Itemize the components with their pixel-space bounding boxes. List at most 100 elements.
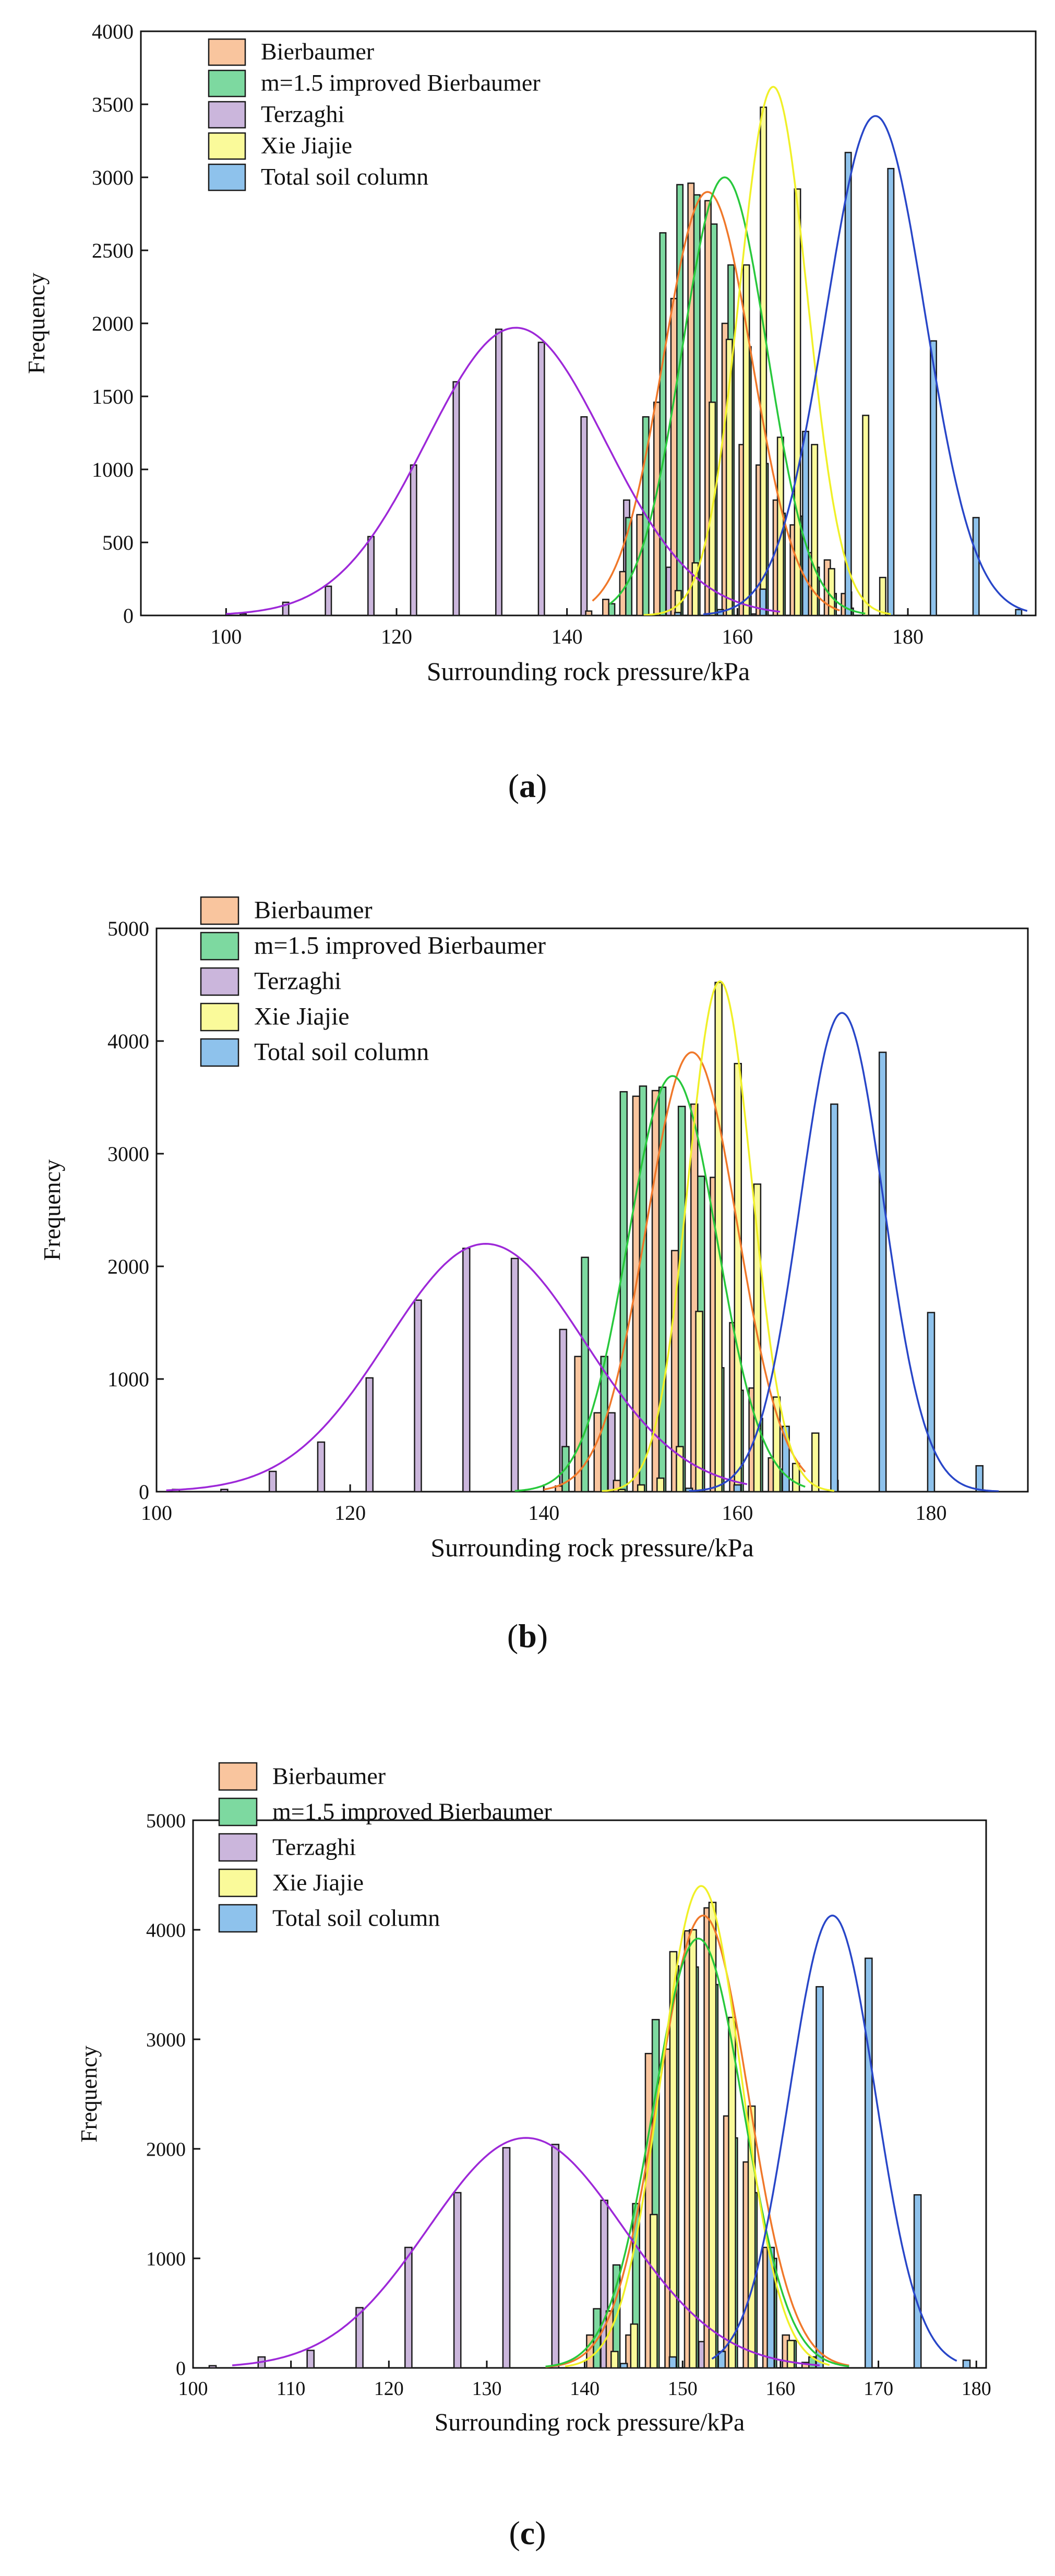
- bar-xie-jiajie: [734, 1062, 742, 1493]
- legend-swatch-m-1-5-improved-bierbaumer: [208, 69, 246, 98]
- legend-swatch-total-soil-column: [200, 1038, 239, 1067]
- legend-label-m-1-5-improved-bierbaumer: m=1.5 improved Bierbaumer: [261, 69, 541, 96]
- bar-xie-jiajie: [760, 106, 768, 616]
- legend: Bierbaumer m=1.5 improved Bierbaumer Terza…: [208, 38, 541, 191]
- bar-bierbaumer: [593, 1412, 602, 1493]
- bar-xie-jiajie: [689, 1929, 697, 2369]
- bar-xie-jiajie: [725, 338, 733, 616]
- bar-xie-jiajie: [630, 2323, 639, 2369]
- legend-label-m-1-5-improved-bierbaumer: m=1.5 improved Bierbaumer: [254, 932, 546, 960]
- bar-xie-jiajie: [637, 1484, 645, 1493]
- bar-bierbaumer: [653, 401, 661, 616]
- fit-curve-total-soil-column: [703, 115, 1028, 615]
- x-tick-label: 170: [864, 2378, 893, 2400]
- x-tick-label: 140: [528, 1501, 559, 1525]
- bar-m-1-5-improved-bierbaumer: [619, 1091, 628, 1493]
- bar-m-1-5-improved-bierbaumer: [677, 1106, 686, 1493]
- bar-terzaghi: [220, 1489, 229, 1493]
- bar-total-soil-column: [864, 1957, 873, 2369]
- bar-bierbaumer: [602, 598, 609, 616]
- x-tick-label: 120: [334, 1501, 366, 1525]
- fit-curve-terzaghi: [232, 2137, 820, 2366]
- x-tick-label: 160: [722, 1501, 753, 1525]
- legend: Bierbaumer m=1.5 improved Bierbaumer Terza…: [218, 1762, 552, 1933]
- bar-total-soil-column: [816, 1986, 824, 2369]
- y-tick-label: 3000: [107, 1142, 149, 1166]
- legend-swatch-xie-jiajie: [218, 1868, 258, 1897]
- bar-terzaghi: [495, 328, 502, 616]
- y-tick-label: 0: [176, 2357, 186, 2379]
- bar-xie-jiajie: [742, 264, 750, 616]
- x-tick-label: 130: [472, 2378, 501, 2400]
- bar-total-soil-column: [619, 2363, 628, 2369]
- bar-total-soil-column: [668, 2356, 677, 2369]
- bar-m-1-5-improved-bierbaumer: [608, 603, 616, 616]
- bar-terzaghi: [453, 2192, 462, 2369]
- legend-swatch-m-1-5-improved-bierbaumer: [218, 1797, 258, 1827]
- bar-xie-jiajie: [610, 2351, 619, 2369]
- y-tick-label: 2000: [146, 2138, 186, 2160]
- bar-total-soil-column: [972, 517, 980, 616]
- y-tick-label: 2500: [92, 239, 134, 262]
- bar-xie-jiajie: [728, 2016, 736, 2369]
- x-tick-label: 180: [915, 1501, 946, 1525]
- legend-label-total-soil-column: Total soil column: [254, 1038, 429, 1066]
- fit-curve-xie-jiajie: [565, 1885, 830, 2367]
- histogram-chart-b: 0 1000 2000 3000 4000 5000 100 120 140 160 180 Surr…: [39, 896, 1029, 1562]
- bar-bierbaumer: [670, 298, 678, 616]
- x-tick-label: 150: [668, 2378, 698, 2400]
- y-tick-label: 3500: [92, 93, 134, 116]
- legend-swatch-xie-jiajie: [208, 132, 246, 160]
- x-tick-label: 120: [374, 2378, 404, 2400]
- bar-xie-jiajie: [794, 188, 801, 616]
- series-bierbaumer-bars: [555, 1090, 776, 1493]
- bar-total-soil-column: [975, 1465, 984, 1493]
- chart-panel-a: 0 500 1000 1500 2000 2500 3000 3500 4000 100 120 14…: [0, 0, 1055, 845]
- bar-xie-jiajie: [776, 437, 784, 616]
- bar-terzaghi: [510, 1257, 519, 1493]
- histogram-chart-c: 0 1000 2000 3000 4000 5000 100 110 120 130 140 150 1…: [76, 1762, 991, 2436]
- x-tick-label: 120: [381, 625, 412, 648]
- fit-curve-terzaghi: [166, 1243, 748, 1492]
- fit-curve-m-1-5-improved-bierbaumer: [609, 176, 866, 615]
- bar-total-soil-column: [802, 430, 809, 616]
- series-total-soil-column-bars: [619, 1957, 971, 2369]
- y-tick-label: 2000: [107, 1255, 149, 1278]
- x-tick-label: 180: [962, 2378, 991, 2400]
- bar-xie-jiajie: [786, 2340, 795, 2369]
- bar-total-soil-column: [930, 340, 937, 616]
- fit-curve-m-1-5-improved-bierbaumer: [545, 1938, 849, 2368]
- bar-terzaghi: [239, 613, 247, 616]
- bar-total-soil-column: [1015, 609, 1023, 616]
- x-tick-label: 140: [570, 2378, 600, 2400]
- bar-terzaghi: [452, 381, 460, 616]
- y-tick-label: 0: [123, 604, 134, 627]
- y-tick-label: 4000: [107, 1030, 149, 1053]
- bar-xie-jiajie: [691, 562, 699, 616]
- bar-total-soil-column: [913, 2194, 922, 2369]
- y-tick-label: 5000: [107, 917, 149, 940]
- y-tick-label: 3000: [146, 2029, 186, 2051]
- y-tick-label: 4000: [92, 20, 134, 43]
- bar-xie-jiajie: [811, 444, 819, 616]
- series-bierbaumer-bars: [585, 182, 848, 616]
- legend-label-m-1-5-improved-bierbaumer: m=1.5 improved Bierbaumer: [272, 1798, 552, 1825]
- bar-terzaghi: [462, 1248, 471, 1493]
- legend-swatch-bierbaumer: [200, 896, 239, 925]
- bar-total-soil-column: [830, 1103, 838, 1493]
- legend-swatch-terzaghi: [208, 101, 246, 129]
- bar-xie-jiajie: [879, 576, 886, 616]
- legend-label-xie-jiajie: Xie Jiajie: [254, 1003, 350, 1031]
- bar-total-soil-column: [733, 1484, 742, 1493]
- panel-label-a: a: [519, 767, 536, 804]
- y-tick-label: 1000: [92, 458, 134, 481]
- chart-panel-b: 0 1000 2000 3000 4000 5000 100 120 140 160 180 Surr…: [0, 855, 1055, 1690]
- legend-label-terzaghi: Terzaghi: [254, 967, 341, 995]
- series-total-soil-column-bars: [674, 152, 1023, 616]
- y-axis-label: Frequency: [76, 2046, 102, 2143]
- x-tick-label: 100: [210, 625, 242, 648]
- legend: Bierbaumer m=1.5 improved Bierbaumer Terza…: [200, 896, 546, 1067]
- fit-curve-terzaghi: [226, 326, 781, 615]
- y-tick-label: 0: [139, 1480, 149, 1504]
- legend-swatch-total-soil-column: [208, 163, 246, 191]
